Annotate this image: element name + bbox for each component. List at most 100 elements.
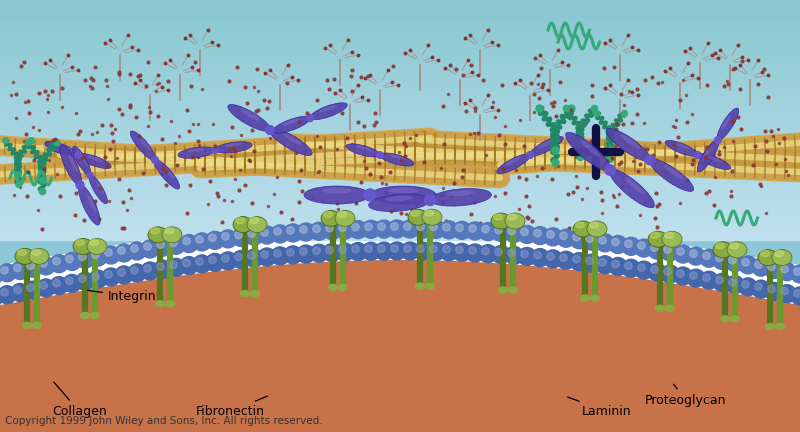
Bar [0,69,800,72]
Bar [0,151,800,154]
Ellipse shape [624,177,645,194]
Circle shape [605,165,615,175]
Circle shape [648,263,666,281]
Circle shape [583,254,601,272]
Circle shape [635,239,653,257]
Bar [0,83,800,86]
Circle shape [650,244,658,251]
Circle shape [286,248,294,256]
Bar [0,48,800,51]
Ellipse shape [698,154,730,169]
Ellipse shape [78,185,100,225]
Text: Proteoglycan: Proteoglycan [645,384,726,407]
Ellipse shape [590,295,599,301]
Circle shape [152,157,158,163]
Circle shape [612,260,619,268]
Ellipse shape [581,295,590,301]
Circle shape [729,278,736,286]
Circle shape [50,255,68,273]
Ellipse shape [225,143,242,147]
Ellipse shape [273,116,310,133]
Circle shape [648,241,666,259]
Circle shape [26,262,34,270]
Ellipse shape [498,287,507,293]
Bar [0,199,800,202]
Bar [0,223,800,226]
Ellipse shape [590,222,598,228]
Bar [0,211,800,213]
Circle shape [375,242,393,260]
Ellipse shape [369,194,430,212]
Circle shape [157,241,164,248]
Circle shape [274,250,282,257]
Ellipse shape [385,195,413,202]
Circle shape [739,278,757,296]
Circle shape [650,266,658,273]
Polygon shape [0,0,800,265]
Circle shape [570,231,588,249]
Ellipse shape [370,186,436,204]
Bar [0,194,800,197]
Circle shape [765,260,783,278]
Circle shape [92,273,99,280]
Ellipse shape [388,187,418,194]
Ellipse shape [319,105,336,112]
Circle shape [196,257,203,265]
Circle shape [726,254,744,272]
Circle shape [336,221,354,239]
Circle shape [521,250,528,258]
Circle shape [222,254,230,262]
Circle shape [417,223,424,230]
Bar [0,213,800,216]
Ellipse shape [538,140,553,148]
Circle shape [526,152,534,159]
Circle shape [430,223,438,231]
Bar [0,237,800,240]
Circle shape [300,248,307,255]
Ellipse shape [491,213,511,229]
Circle shape [664,268,671,275]
Ellipse shape [15,248,35,264]
Bar [0,14,800,17]
Ellipse shape [380,153,414,166]
Bar [0,29,800,31]
Circle shape [375,220,393,238]
Bar [0,72,800,74]
Circle shape [115,244,133,262]
Circle shape [791,287,800,305]
Circle shape [466,244,484,262]
Ellipse shape [69,155,78,173]
Circle shape [694,152,701,158]
Circle shape [573,233,580,241]
Circle shape [414,242,432,260]
Circle shape [271,225,289,243]
Circle shape [219,230,237,248]
Bar [0,43,800,46]
Circle shape [404,223,411,230]
Circle shape [690,272,698,280]
Circle shape [222,232,230,240]
Ellipse shape [772,250,792,266]
Bar [0,91,800,94]
Ellipse shape [33,322,42,328]
Circle shape [479,222,497,241]
Ellipse shape [425,210,434,216]
Circle shape [336,243,354,261]
Circle shape [546,231,554,238]
Bar [0,163,800,165]
Circle shape [739,256,757,274]
Ellipse shape [530,137,563,156]
Circle shape [700,271,718,289]
Circle shape [544,250,562,268]
Circle shape [646,155,654,165]
Bar [0,64,800,67]
Circle shape [274,228,282,235]
Circle shape [37,257,55,275]
Circle shape [232,251,250,269]
Bar [0,31,800,34]
Bar [0,228,800,230]
Ellipse shape [758,250,778,266]
Circle shape [326,224,334,232]
Circle shape [598,236,606,244]
Bar [0,177,800,180]
